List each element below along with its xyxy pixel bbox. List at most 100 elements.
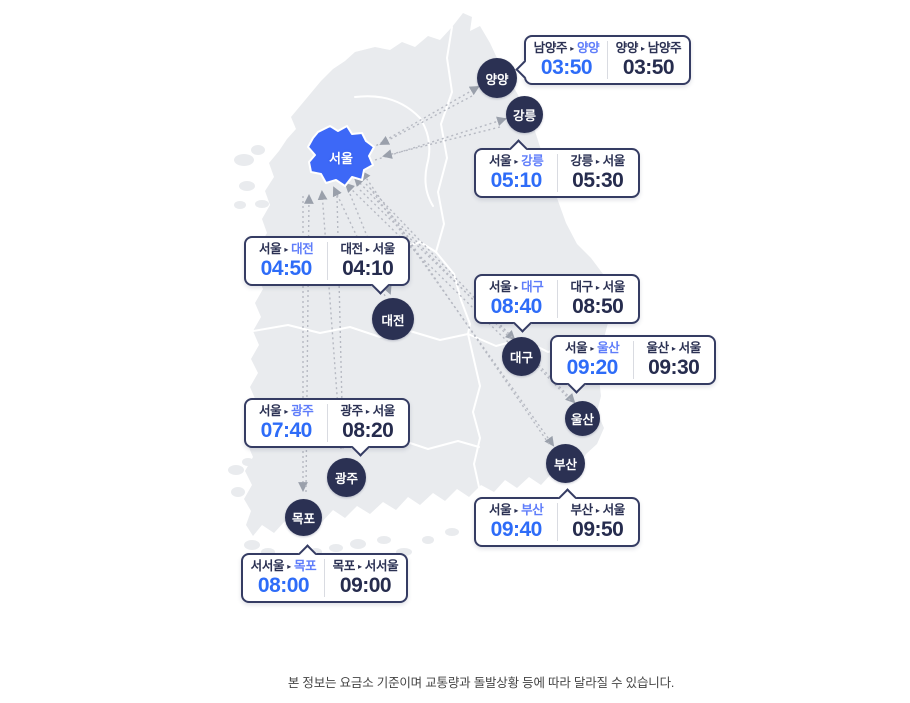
travel-time: 03:50 xyxy=(622,56,675,79)
route-to: 양양 xyxy=(576,41,600,55)
route-cell-outbound: 서울 ▸ 대구 08:40 xyxy=(476,276,557,322)
route-cell-inbound: 대전 ▸ 서울 04:10 xyxy=(328,238,409,284)
route-to: 서울 xyxy=(602,154,626,168)
route-to: 서울 xyxy=(372,404,396,418)
arrow-right-icon: ▸ xyxy=(365,245,370,254)
city-marker-daejeon[interactable]: 대전 xyxy=(372,298,414,340)
travel-time: 09:50 xyxy=(572,518,624,541)
route-to: 울산 xyxy=(597,341,620,355)
travel-time: 03:50 xyxy=(540,56,593,79)
route-cell-outbound: 서울 ▸ 부산 09:40 xyxy=(476,499,557,545)
arrow-right-icon: ▸ xyxy=(358,562,362,571)
route-to: 강릉 xyxy=(521,154,544,168)
route-to: 서울 xyxy=(602,503,626,517)
route-cell-inbound: 양양 ▸ 남양주 03:50 xyxy=(608,37,689,83)
route-cell-inbound: 부산 ▸ 서울 09:50 xyxy=(558,499,639,545)
route-to: 목포 xyxy=(293,559,317,573)
city-label-seoul: 서울 xyxy=(329,151,353,166)
route-to: 서울 xyxy=(372,242,396,256)
route-cell-outbound: 서울 ▸ 강릉 05:10 xyxy=(476,150,557,196)
route-tooltip-gwangju: 서울 ▸ 광주 07:40 광주 ▸ 서울 08:20 xyxy=(244,398,410,457)
route-tooltip-busan: 서울 ▸ 부산 09:40 부산 ▸ 서울 09:50 xyxy=(474,488,640,547)
route-to: 대구 xyxy=(521,280,544,294)
route-to: 서울 xyxy=(602,280,626,294)
seoul-region-shape[interactable] xyxy=(307,125,375,187)
route-tooltip-yangyang: 남양주 ▸ 양양 03:50 양양 ▸ 남양주 03:50 xyxy=(515,35,691,85)
route-tooltip-daejeon: 서울 ▸ 대전 04:50 대전 ▸ 서울 04:10 xyxy=(244,236,410,295)
route-from: 대구 xyxy=(570,280,593,294)
travel-time: 05:30 xyxy=(572,169,624,192)
city-marker-busan[interactable]: 부산 xyxy=(546,444,585,483)
arrow-right-icon: ▸ xyxy=(284,245,289,254)
route-tooltip-mokpo: 서서울 ▸ 목포 08:00 목포 ▸ 서서울 09:00 xyxy=(241,544,408,603)
travel-time: 09:40 xyxy=(490,518,543,541)
city-marker-mokpo[interactable]: 목포 xyxy=(285,499,322,536)
route-cell-inbound: 울산 ▸ 서울 09:30 xyxy=(634,337,715,383)
route-cell-inbound: 목포 ▸ 서서울 09:00 xyxy=(325,555,406,601)
arrow-right-icon: ▸ xyxy=(514,283,519,292)
route-cell-outbound: 서서울 ▸ 목포 08:00 xyxy=(243,555,324,601)
route-from: 서울 xyxy=(488,280,512,294)
route-from: 서울 xyxy=(258,404,282,418)
disclaimer-text: 본 정보는 요금소 기준이며 교통량과 돌발상황 등에 따라 달라질 수 있습니… xyxy=(287,676,675,690)
route-tooltip-gangneung: 서울 ▸ 강릉 05:10 강릉 ▸ 서울 05:30 xyxy=(474,139,640,198)
arrow-right-icon: ▸ xyxy=(365,407,370,416)
route-to: 대전 xyxy=(291,242,314,256)
arrow-right-icon: ▸ xyxy=(570,44,574,53)
route-from: 강릉 xyxy=(570,154,593,168)
route-to: 부산 xyxy=(521,503,544,517)
travel-time: 07:40 xyxy=(260,419,313,442)
route-from: 서울 xyxy=(258,242,282,256)
arrow-right-icon: ▸ xyxy=(514,506,519,515)
travel-time: 08:40 xyxy=(490,295,543,318)
cell-divider xyxy=(632,341,634,379)
islands xyxy=(228,145,459,563)
arrow-right-icon: ▸ xyxy=(595,506,600,515)
route-to: 서서울 xyxy=(364,559,399,573)
route-cell-outbound: 서울 ▸ 대전 04:50 xyxy=(246,238,327,284)
city-marker-ulsan[interactable]: 울산 xyxy=(565,401,600,436)
cell-divider xyxy=(324,559,325,597)
arrow-right-icon: ▸ xyxy=(671,344,676,353)
city-marker-gangneung[interactable]: 강릉 xyxy=(506,96,543,133)
route-cell-inbound: 광주 ▸ 서울 08:20 xyxy=(328,400,409,446)
route-from: 부산 xyxy=(570,503,593,517)
arrow-right-icon: ▸ xyxy=(590,344,595,353)
route-to: 광주 xyxy=(291,404,314,418)
travel-time: 08:50 xyxy=(572,295,624,318)
travel-time: 09:30 xyxy=(648,356,700,379)
travel-time: 09:00 xyxy=(339,574,392,597)
travel-time: 08:20 xyxy=(342,419,394,442)
arrow-right-icon: ▸ xyxy=(284,407,289,416)
route-to: 서울 xyxy=(678,341,702,355)
route-cell-outbound: 서울 ▸ 광주 07:40 xyxy=(246,400,327,446)
route-from: 양양 xyxy=(615,41,639,55)
route-from: 울산 xyxy=(646,341,669,355)
route-from: 서울 xyxy=(564,341,588,355)
route-from: 대전 xyxy=(340,242,363,256)
route-cell-outbound: 남양주 ▸ 양양 03:50 xyxy=(526,37,607,83)
route-from: 목포 xyxy=(332,559,356,573)
arrow-right-icon: ▸ xyxy=(595,157,600,166)
route-cell-outbound: 서울 ▸ 울산 09:20 xyxy=(552,337,633,383)
route-from: 서울 xyxy=(488,154,512,168)
route-tooltip-daegu: 서울 ▸ 대구 08:40 대구 ▸ 서울 08:50 xyxy=(474,274,640,333)
route-from: 남양주 xyxy=(533,41,568,55)
route-cell-inbound: 강릉 ▸ 서울 05:30 xyxy=(558,150,639,196)
city-marker-gwangju[interactable]: 광주 xyxy=(327,458,366,497)
travel-time: 09:20 xyxy=(566,356,619,379)
travel-time: 04:50 xyxy=(260,257,313,280)
arrow-right-icon: ▸ xyxy=(514,157,519,166)
travel-time: 04:10 xyxy=(342,257,394,280)
city-marker-daegu[interactable]: 대구 xyxy=(502,337,541,376)
route-from: 서서울 xyxy=(250,559,285,573)
arrow-right-icon: ▸ xyxy=(641,44,645,53)
arrow-right-icon: ▸ xyxy=(287,562,291,571)
arrow-right-icon: ▸ xyxy=(595,283,600,292)
city-marker-yangyang[interactable]: 양양 xyxy=(477,58,517,98)
route-tooltip-ulsan: 서울 ▸ 울산 09:20 울산 ▸ 서울 09:30 xyxy=(550,335,716,394)
travel-time: 05:10 xyxy=(490,169,543,192)
route-from: 서울 xyxy=(488,503,512,517)
